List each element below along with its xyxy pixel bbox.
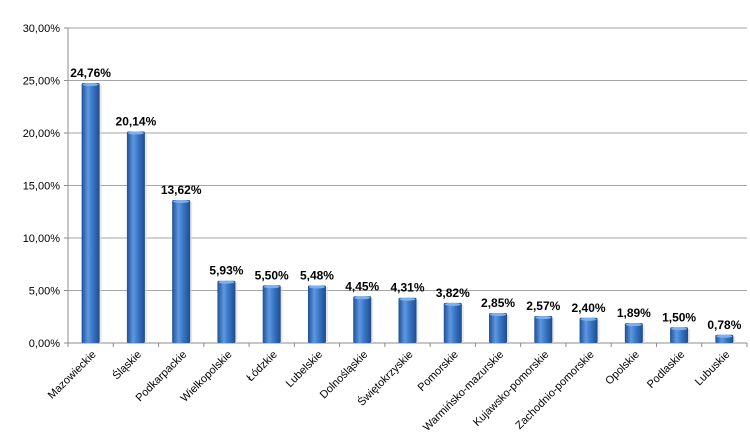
- x-tick-label: Podlaskie: [645, 349, 687, 391]
- bar-cap: [535, 316, 552, 320]
- bar: [353, 296, 372, 343]
- y-tick-label: 25,00%: [23, 76, 61, 88]
- y-tick-label: 15,00%: [23, 181, 61, 193]
- data-label: 5,93%: [209, 264, 243, 278]
- data-label: 20,14%: [116, 115, 157, 129]
- y-tick-label: 10,00%: [23, 233, 61, 245]
- bar-cap: [671, 327, 688, 331]
- bar: [307, 285, 326, 343]
- bar: [81, 83, 100, 344]
- x-tick-label: Kujawsko-pomorskie: [471, 349, 551, 429]
- bar: [172, 199, 191, 343]
- bar: [262, 285, 281, 343]
- bar: [579, 317, 598, 343]
- data-label: 5,50%: [255, 268, 289, 282]
- x-tick-label: Lubelskie: [284, 349, 325, 390]
- y-tick-label: 5,00%: [29, 286, 60, 298]
- bar-cap: [716, 334, 733, 338]
- data-label: 3,82%: [436, 286, 470, 300]
- data-label: 2,85%: [481, 296, 515, 310]
- bar: [534, 316, 553, 343]
- x-tick-label: Lubuskie: [693, 349, 733, 389]
- bar-cap: [82, 83, 99, 87]
- bar: [624, 323, 643, 343]
- bar-cap: [399, 297, 416, 301]
- data-label: 1,50%: [662, 310, 696, 324]
- bar-cap: [354, 296, 371, 300]
- bar-cap: [580, 317, 597, 321]
- data-label: 13,62%: [161, 183, 202, 197]
- data-label: 2,57%: [526, 299, 560, 313]
- x-tick-label: Opolskie: [603, 349, 642, 388]
- data-label: 2,40%: [572, 301, 606, 315]
- bar-cap: [490, 313, 507, 317]
- bar: [217, 280, 236, 343]
- data-label: 4,31%: [390, 281, 424, 295]
- x-tick-label: Śląskie: [110, 348, 144, 382]
- data-label: 1,89%: [617, 306, 651, 320]
- bar-cap: [173, 199, 190, 203]
- bar: [443, 302, 462, 343]
- bar: [398, 297, 417, 343]
- bar-cap: [625, 323, 642, 327]
- data-label: 24,76%: [70, 66, 111, 80]
- x-tick-label: Warmińsko-mazurskie: [421, 349, 506, 434]
- bar-cap: [218, 280, 235, 284]
- data-label: 0,78%: [707, 318, 741, 332]
- y-tick-label: 30,00%: [23, 23, 61, 35]
- bar-cap: [444, 302, 461, 306]
- x-tick-label: Mazowieckie: [46, 349, 99, 402]
- x-tick-label: Zachodnio-pomorskie: [513, 349, 596, 432]
- bar-cap: [308, 285, 325, 289]
- data-label: 5,48%: [300, 268, 334, 282]
- y-tick-label: 20,00%: [23, 128, 61, 140]
- bar-cap: [263, 285, 280, 289]
- bar: [489, 313, 508, 343]
- x-tick-label: Łódzkie: [245, 349, 280, 384]
- bar: [670, 327, 689, 343]
- data-label: 4,45%: [345, 279, 379, 293]
- bar-cap: [127, 131, 144, 135]
- y-tick-label: 0,00%: [29, 338, 60, 350]
- bar: [126, 131, 145, 343]
- x-tick-label: Pomorskie: [416, 349, 461, 394]
